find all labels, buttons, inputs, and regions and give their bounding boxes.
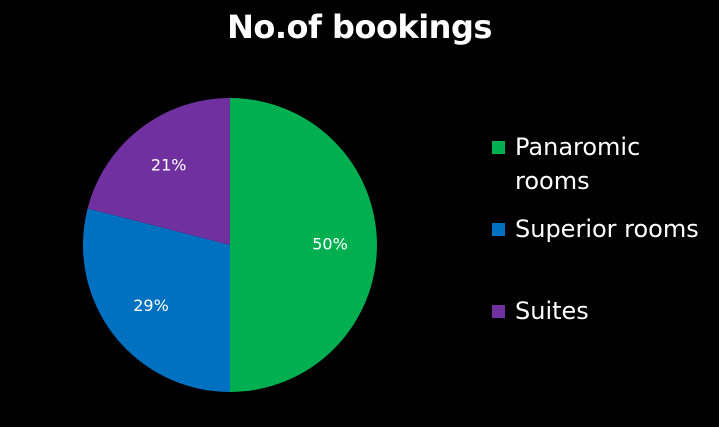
pie-slice-suites [87,97,230,245]
legend-label-panaromic-rooms: Panaromic rooms [515,133,641,195]
legend-label-superior-rooms: Superior rooms [515,215,699,243]
pie-slice-panaromic-rooms [230,98,377,392]
legend-swatch-superior-rooms [492,223,505,236]
chart-title: No.of bookings [227,8,492,46]
legend-item-suites: Suites [492,294,713,328]
legend-item-superior-rooms: Superior rooms [492,212,713,246]
data-label-superior-rooms: 29% [133,296,169,315]
data-label-suites: 21% [151,155,187,174]
legend-label-suites: Suites [515,297,589,325]
legend-swatch-suites [492,305,505,318]
legend-swatch-panaromic-rooms [492,141,505,154]
data-label-panaromic-rooms: 50% [312,235,348,254]
legend-item-panaromic-rooms: Panaromic rooms [492,130,713,198]
pie-slice-superior-rooms [82,208,230,392]
